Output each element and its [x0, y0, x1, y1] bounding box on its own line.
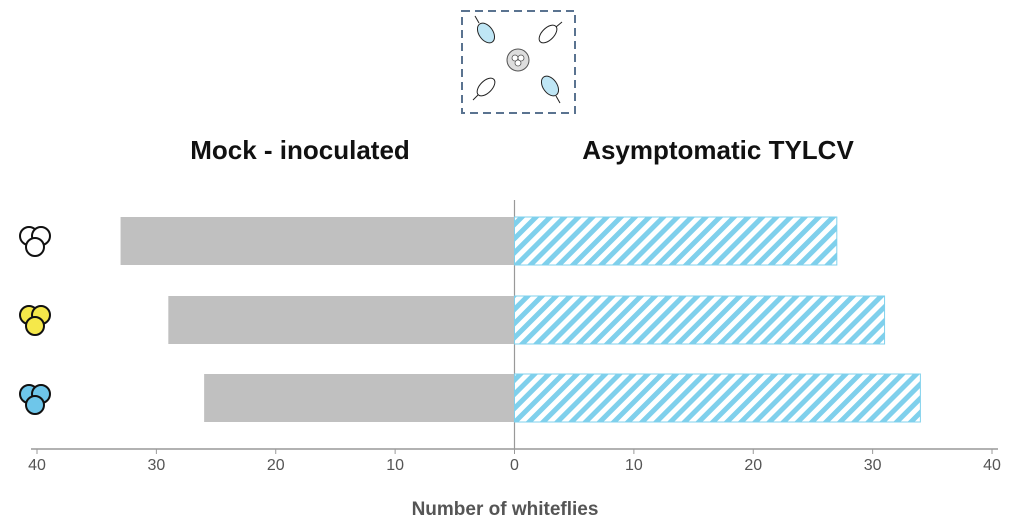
x-tick-label: 30: [147, 457, 165, 474]
bar: [168, 296, 514, 344]
x-tick-label: 30: [864, 457, 882, 474]
x-tick-label: 40: [983, 457, 1001, 474]
x-tick-label: 40: [28, 457, 46, 474]
series-title: Asymptomatic TYLCV: [582, 135, 854, 165]
bar: [121, 217, 515, 265]
x-tick-label: 0: [510, 457, 519, 474]
bar: [515, 217, 837, 265]
bar: [204, 374, 514, 422]
x-tick-label: 10: [386, 457, 404, 474]
bar: [515, 296, 885, 344]
x-tick-label: 20: [744, 457, 762, 474]
bar: [515, 374, 921, 422]
series-title: Mock - inoculated: [190, 135, 410, 165]
x-axis-label: Number of whiteflies: [412, 499, 599, 520]
x-tick-label: 10: [625, 457, 643, 474]
whitefly-icons: [20, 227, 50, 414]
x-tick-label: 20: [267, 457, 285, 474]
chart: Mock - inoculated Asymptomatic TYLCV Num…: [0, 0, 1009, 521]
arena-icon: [462, 11, 575, 113]
